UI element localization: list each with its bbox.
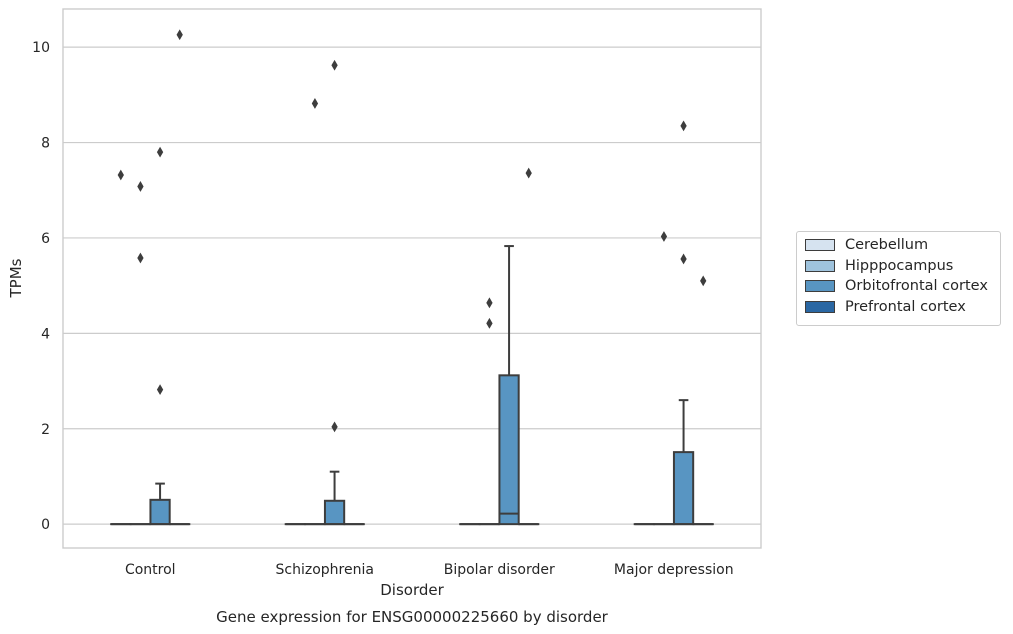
legend-item: Cerebellum <box>805 235 1000 256</box>
outlier-point <box>117 169 124 181</box>
outlier-point <box>176 29 183 41</box>
outlier-point <box>156 384 164 396</box>
y-tick-label: 6 <box>41 231 50 247</box>
legend-item: Prefrontal cortex <box>805 297 1000 318</box>
box <box>498 374 520 526</box>
outlier-point <box>660 231 668 242</box>
legend-swatch <box>805 259 835 272</box>
x-tick-label: Schizophrenia <box>276 562 374 578</box>
legend: Cerebellum Hipppocampus Orbitofrontal cort… <box>796 231 1001 326</box>
outlier-point <box>525 167 532 179</box>
y-tick-label: 0 <box>41 517 50 533</box>
outlier-point <box>331 421 338 433</box>
legend-label: Cerebellum <box>845 237 929 254</box>
outlier-point <box>331 59 338 71</box>
legend-label: Orbitofrontal cortex <box>845 278 988 295</box>
plot-frame <box>62 8 762 549</box>
outlier-point <box>311 98 319 109</box>
legend-swatch <box>805 239 835 252</box>
box-group <box>672 399 695 526</box>
box-group <box>323 470 346 526</box>
outlier-point <box>137 252 144 264</box>
y-tick-label: 4 <box>41 326 50 342</box>
legend-swatch <box>805 280 835 293</box>
legend-label: Prefrontal cortex <box>845 298 966 315</box>
x-tick-label: Control <box>125 562 176 578</box>
box-group <box>149 482 171 526</box>
legend-swatch <box>805 300 835 313</box>
outlier-point <box>680 253 687 265</box>
box-groups <box>110 245 714 526</box>
x-axis-title: Disorder <box>380 581 444 599</box>
box <box>323 499 346 526</box>
outlier-point <box>156 146 164 158</box>
legend-label: Hipppocampus <box>845 257 954 274</box>
outlier-point <box>680 120 687 132</box>
outlier-points <box>117 29 707 433</box>
outlier-point <box>700 275 707 287</box>
x-tick-label: Bipolar disorder <box>444 562 555 578</box>
chart-title: Gene expression for ENSG00000225660 by d… <box>216 608 609 626</box>
legend-item: Hipppocampus <box>805 256 1000 277</box>
box-group <box>498 245 520 526</box>
x-tick-label: Major depression <box>614 562 734 578</box>
plot-background <box>63 9 761 548</box>
legend-item: Orbitofrontal cortex <box>805 276 1000 297</box>
box <box>149 498 171 526</box>
outlier-point <box>137 181 144 192</box>
outlier-point <box>486 317 493 329</box>
y-tick-label: 10 <box>32 40 50 56</box>
y-tick-label: 2 <box>41 422 50 438</box>
y-axis-title: TPMs <box>7 258 25 298</box>
x-axis-ticks: Control Schizophrenia Bipolar disorder Majo… <box>125 562 734 578</box>
outlier-point <box>486 297 493 309</box>
box <box>672 451 695 526</box>
y-tick-label: 8 <box>41 136 50 152</box>
y-axis-ticks: 0 2 4 6 8 10 <box>32 40 50 533</box>
